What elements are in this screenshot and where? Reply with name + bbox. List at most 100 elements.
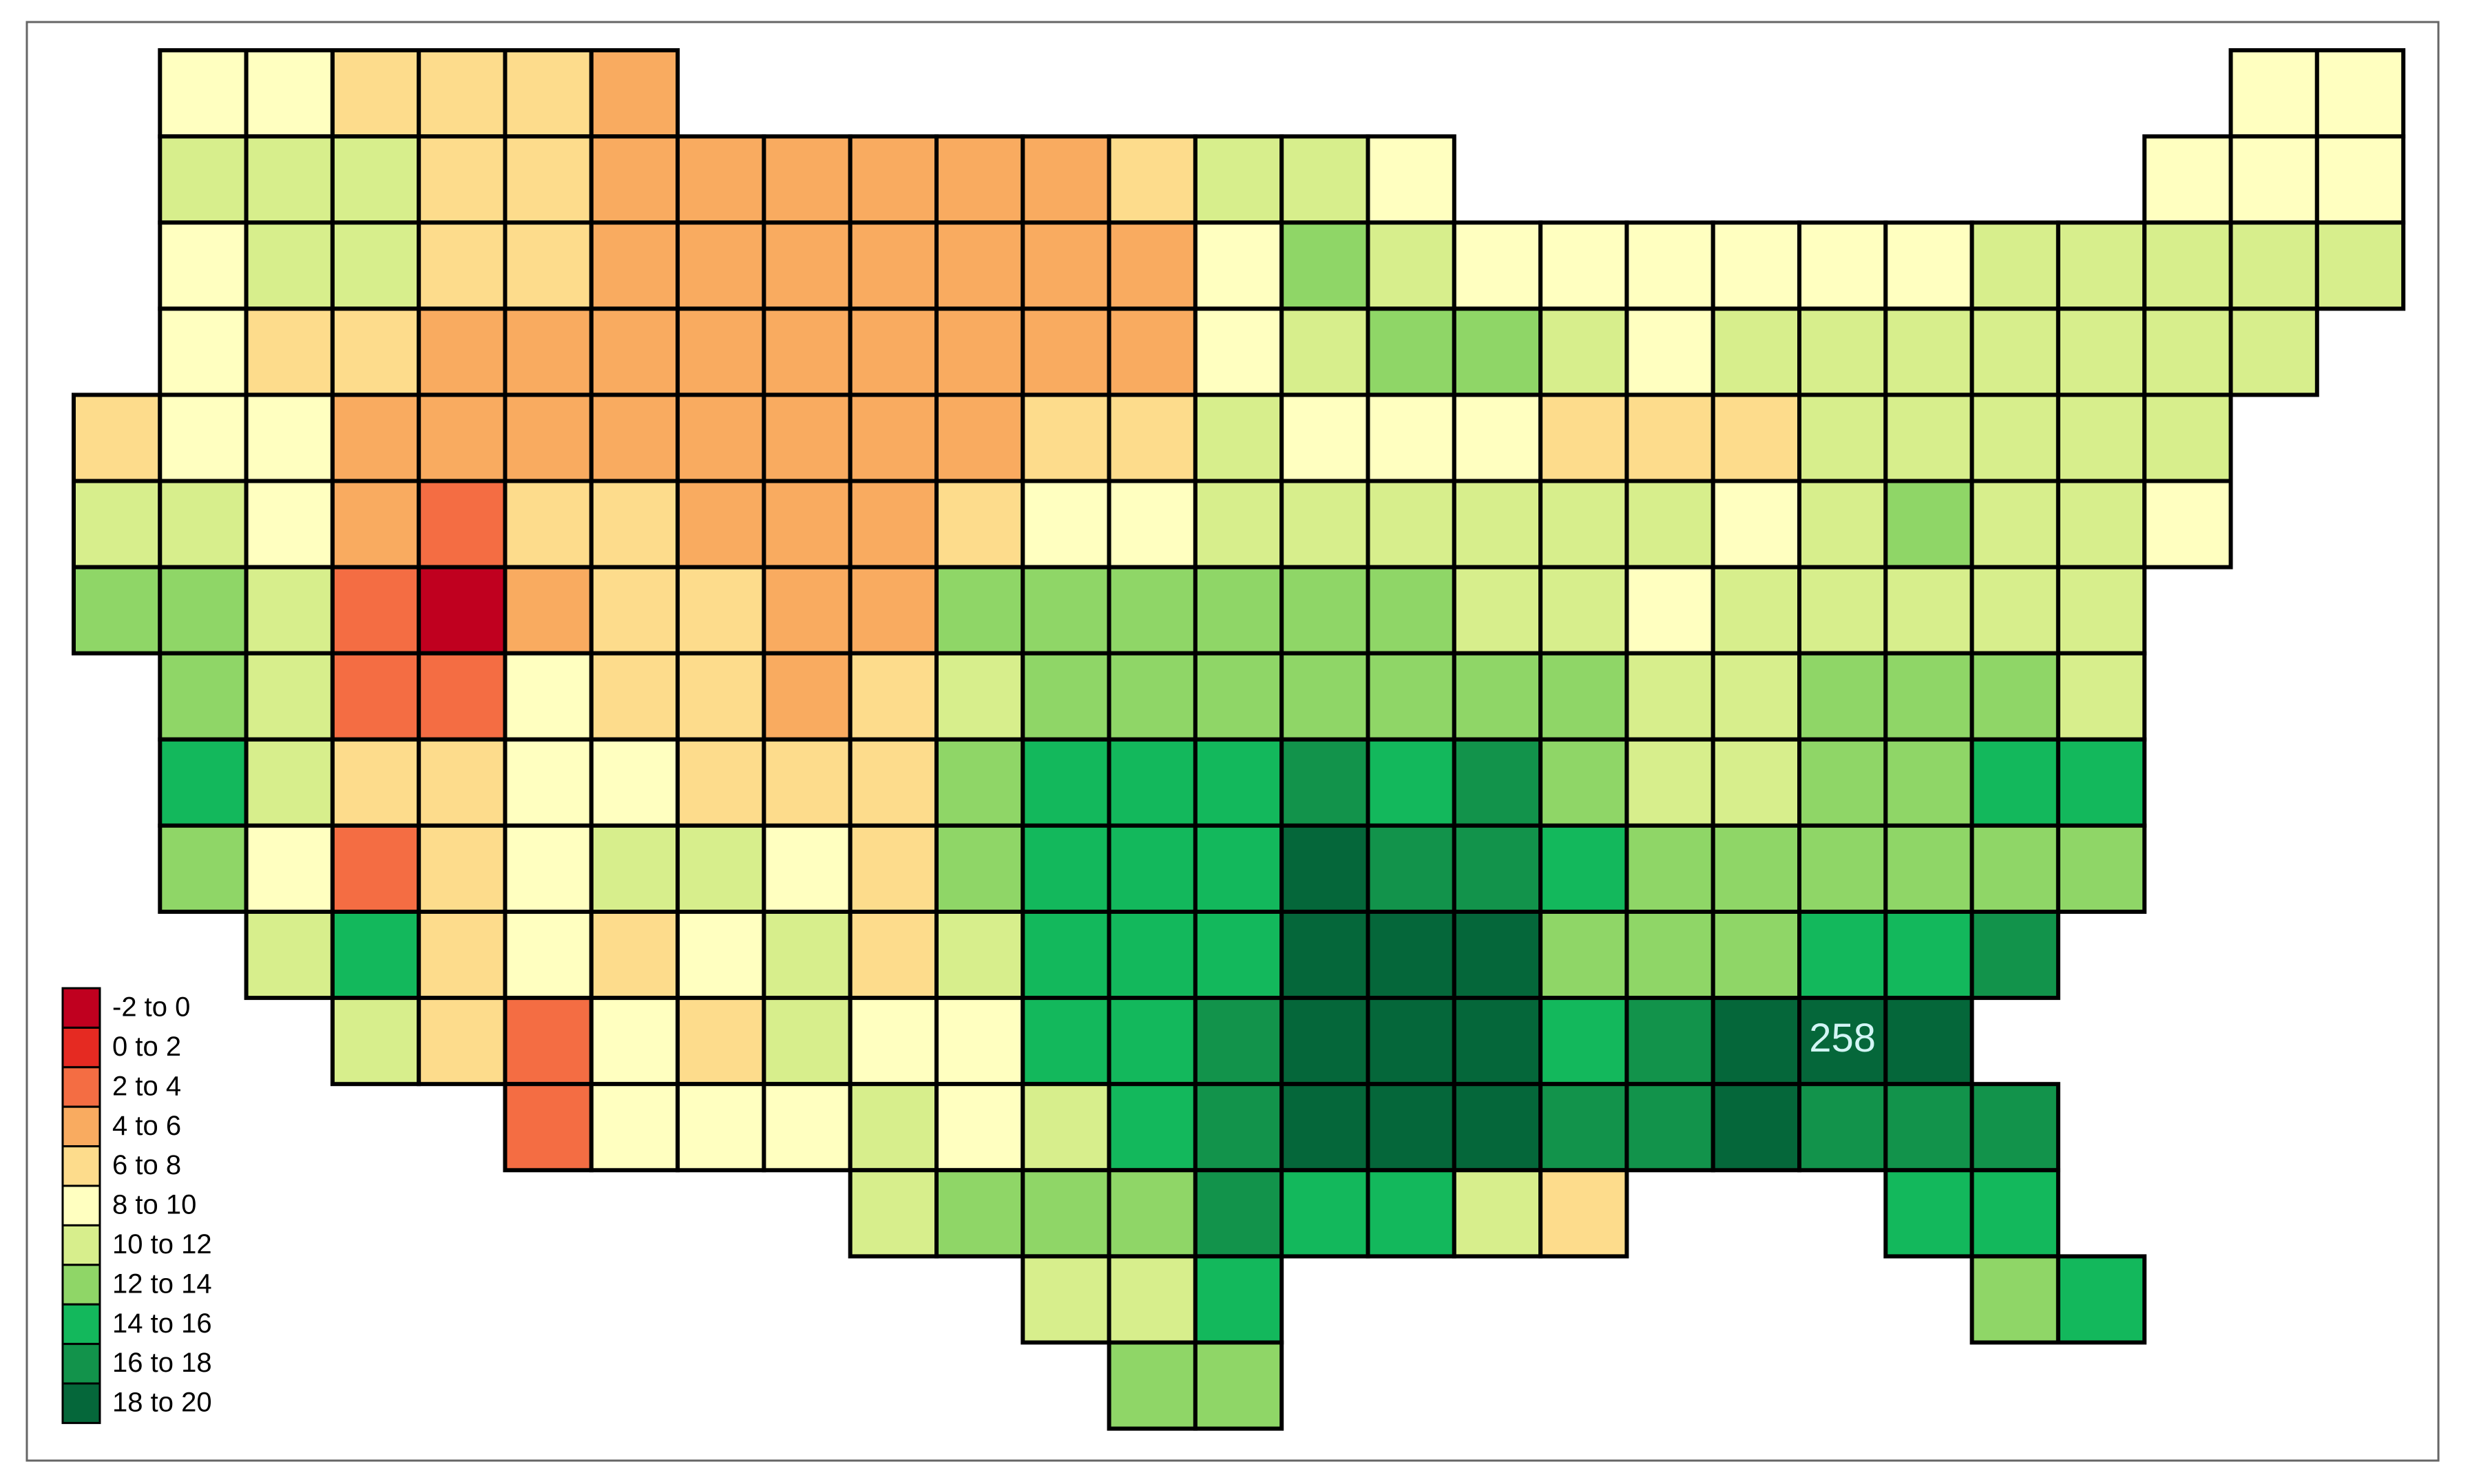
grid-cell xyxy=(1711,565,1801,656)
grid-cell xyxy=(244,306,335,397)
grid-cell xyxy=(848,737,939,828)
grid-cell xyxy=(2228,306,2319,397)
grid-cell xyxy=(1107,737,1198,828)
legend-swatch xyxy=(61,1303,101,1346)
grid-cell xyxy=(1452,1168,1543,1259)
grid-cell xyxy=(1366,996,1456,1087)
grid-cell xyxy=(848,823,939,915)
grid-cell xyxy=(417,651,508,742)
grid-cell xyxy=(1107,651,1198,742)
legend-swatch xyxy=(61,987,101,1029)
grid-cell xyxy=(848,1082,939,1173)
grid-cell xyxy=(244,823,335,915)
grid-cell xyxy=(1624,393,1715,483)
grid-cell xyxy=(934,306,1025,397)
grid-cell xyxy=(676,479,766,569)
grid-cell xyxy=(1193,134,1284,225)
grid-cell xyxy=(1624,910,1715,1001)
grid-cell xyxy=(417,48,508,139)
grid-cell xyxy=(244,48,335,139)
grid-cell xyxy=(1452,737,1543,828)
grid-cell xyxy=(1711,651,1801,742)
grid-cell xyxy=(762,910,853,1001)
grid-cell xyxy=(503,565,594,656)
grid-cell xyxy=(1279,651,1370,742)
grid-cell xyxy=(1021,220,1111,311)
grid-cell xyxy=(1366,479,1456,569)
grid-cell xyxy=(330,737,421,828)
grid-cell xyxy=(934,651,1025,742)
grid-cell xyxy=(417,737,508,828)
grid-cell xyxy=(762,306,853,397)
legend-label: 8 to 10 xyxy=(112,1190,196,1220)
grid-cell xyxy=(762,737,853,828)
grid-cell xyxy=(2314,220,2406,311)
grid-cell xyxy=(1538,565,1629,656)
grid-cell xyxy=(1021,910,1111,1001)
grid-cell xyxy=(1193,220,1284,311)
grid-cell xyxy=(2056,306,2147,397)
grid-cell xyxy=(762,651,853,742)
grid-cell xyxy=(1021,1254,1111,1345)
grid-cell xyxy=(72,479,163,569)
grid-cell xyxy=(1021,737,1111,828)
grid-cell xyxy=(417,996,508,1087)
grid-cell xyxy=(848,996,939,1087)
grid-cell xyxy=(503,1082,594,1173)
grid-cell xyxy=(158,565,249,656)
grid-cell xyxy=(158,823,249,915)
grid-cell xyxy=(1624,306,1715,397)
grid-cell xyxy=(1797,393,1888,483)
grid-cell xyxy=(1279,479,1370,569)
grid-cell xyxy=(158,134,249,225)
grid-cell xyxy=(244,479,335,569)
grid-cell xyxy=(1366,651,1456,742)
grid-cell xyxy=(1021,134,1111,225)
legend-label: 0 to 2 xyxy=(112,1032,181,1062)
grid-cell xyxy=(934,393,1025,483)
legend-swatch xyxy=(61,1184,101,1226)
grid-cell xyxy=(848,910,939,1001)
grid-cell xyxy=(1797,479,1888,569)
grid-cell xyxy=(589,651,680,742)
grid-cell xyxy=(1021,651,1111,742)
grid-cell xyxy=(589,479,680,569)
grid-cell xyxy=(934,479,1025,569)
grid-cell xyxy=(1452,306,1543,397)
grid-cell xyxy=(589,48,680,139)
grid-cell xyxy=(330,910,421,1001)
grid-cell xyxy=(1107,306,1198,397)
grid-cell xyxy=(1107,565,1198,656)
grid-cell xyxy=(1021,393,1111,483)
grid-cell xyxy=(1279,1168,1370,1259)
grid-cell xyxy=(1711,996,1801,1087)
grid-cell xyxy=(1193,910,1284,1001)
grid-cell xyxy=(1193,565,1284,656)
grid-cell xyxy=(1279,737,1370,828)
grid-cell xyxy=(1366,1082,1456,1173)
grid-cell xyxy=(676,220,766,311)
grid-cell xyxy=(1711,306,1801,397)
grid-cell xyxy=(1883,1168,1974,1259)
grid-cell xyxy=(1279,134,1370,225)
grid-cell xyxy=(1969,651,2060,742)
legend: -2 to 0 0 to 2 2 to 4 4 to 6 6 to 8 8 to 10 10… xyxy=(61,987,212,1424)
grid-cell xyxy=(503,48,594,139)
grid-cell xyxy=(1969,393,2060,483)
grid-cell xyxy=(1452,393,1543,483)
grid-cell xyxy=(1193,996,1284,1087)
grid-cell xyxy=(762,1082,853,1173)
grid-cell xyxy=(676,910,766,1001)
grid-cell xyxy=(1711,393,1801,483)
grid-cell xyxy=(1279,565,1370,656)
grid-cell xyxy=(1107,220,1198,311)
grid-cell xyxy=(1883,737,1974,828)
grid-cell xyxy=(1624,220,1715,311)
grid-cell xyxy=(1969,1254,2060,1345)
grid-cell xyxy=(1883,651,1974,742)
legend-swatch xyxy=(61,1066,101,1108)
grid-cell xyxy=(1711,910,1801,1001)
grid-cell xyxy=(1366,306,1456,397)
grid-cell xyxy=(1279,393,1370,483)
